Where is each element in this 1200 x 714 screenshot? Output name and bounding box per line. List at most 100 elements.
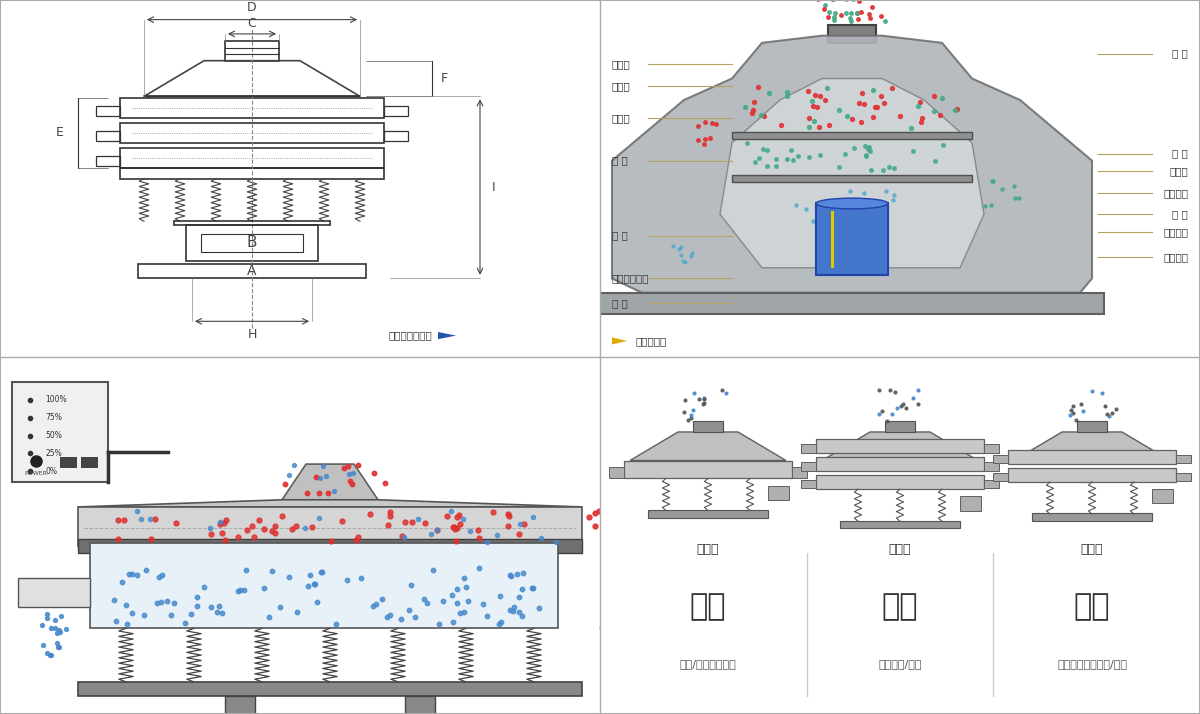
Bar xyxy=(1032,513,1152,521)
Text: 去除液体中的颗粒/异物: 去除液体中的颗粒/异物 xyxy=(1057,659,1127,669)
Bar xyxy=(1152,489,1174,503)
Text: 100%: 100% xyxy=(46,396,67,404)
Bar xyxy=(226,41,278,61)
Bar xyxy=(96,156,120,166)
Bar xyxy=(138,264,366,278)
Text: 颗粒/粉末准确分级: 颗粒/粉末准确分级 xyxy=(679,659,737,669)
Bar xyxy=(1176,473,1190,481)
Text: A: A xyxy=(247,264,257,278)
Bar xyxy=(120,168,384,178)
Bar xyxy=(120,123,384,143)
Text: 弹 簧: 弹 簧 xyxy=(612,231,628,241)
Bar xyxy=(648,510,768,518)
Ellipse shape xyxy=(816,198,888,208)
Bar xyxy=(732,132,972,139)
Bar xyxy=(1078,421,1108,432)
Text: 75%: 75% xyxy=(46,413,62,422)
Bar xyxy=(78,507,582,546)
Polygon shape xyxy=(612,36,1092,293)
Bar xyxy=(78,539,582,553)
Bar xyxy=(384,131,408,141)
Bar xyxy=(984,444,998,453)
Text: 下部重锤: 下部重锤 xyxy=(1163,252,1188,262)
Text: I: I xyxy=(492,181,496,193)
Bar xyxy=(816,439,984,453)
Polygon shape xyxy=(630,432,786,461)
Bar xyxy=(994,455,1008,463)
Bar xyxy=(120,148,384,168)
Polygon shape xyxy=(78,500,582,507)
Text: C: C xyxy=(247,16,257,29)
Bar xyxy=(1176,455,1190,463)
Text: 双层式: 双层式 xyxy=(1081,543,1103,556)
Bar xyxy=(830,211,834,268)
Text: 出料口: 出料口 xyxy=(612,113,631,123)
Text: 加重块: 加重块 xyxy=(1169,166,1188,176)
Bar xyxy=(816,203,888,275)
Bar xyxy=(694,421,722,432)
Text: 过滤: 过滤 xyxy=(882,593,918,621)
Text: 网 架: 网 架 xyxy=(1172,149,1188,159)
Text: 防尘盖: 防尘盖 xyxy=(612,81,631,91)
Text: 50%: 50% xyxy=(46,431,62,440)
Bar xyxy=(624,461,792,478)
Bar xyxy=(610,467,624,478)
Bar xyxy=(984,462,998,471)
Bar xyxy=(406,696,436,714)
Bar xyxy=(816,475,984,489)
Bar xyxy=(202,234,302,252)
Polygon shape xyxy=(612,338,628,345)
Bar xyxy=(994,473,1008,481)
Text: 外形尺寸示意图: 外形尺寸示意图 xyxy=(389,331,432,341)
Bar xyxy=(120,98,384,118)
Text: 三层式: 三层式 xyxy=(889,543,911,556)
Bar xyxy=(60,457,77,468)
Text: E: E xyxy=(56,126,64,139)
Text: B: B xyxy=(247,235,257,251)
Text: 去除异物/结块: 去除异物/结块 xyxy=(878,659,922,669)
Text: F: F xyxy=(442,72,448,85)
Text: 进料口: 进料口 xyxy=(612,59,631,69)
Bar xyxy=(78,682,582,696)
Bar xyxy=(226,696,256,714)
Bar xyxy=(792,467,808,478)
Bar xyxy=(886,421,916,432)
Text: 振动电机: 振动电机 xyxy=(1163,227,1188,237)
Bar xyxy=(802,444,816,453)
Bar xyxy=(82,457,98,468)
Polygon shape xyxy=(282,464,378,500)
Polygon shape xyxy=(822,432,978,461)
Bar xyxy=(960,496,982,511)
Text: POWER: POWER xyxy=(24,471,47,476)
Text: H: H xyxy=(247,328,257,341)
Text: 除杂: 除杂 xyxy=(1074,593,1110,621)
Bar xyxy=(96,131,120,141)
Polygon shape xyxy=(1014,432,1170,461)
Text: 25%: 25% xyxy=(46,449,61,458)
Text: 机 座: 机 座 xyxy=(612,298,628,308)
Bar xyxy=(802,462,816,471)
Polygon shape xyxy=(438,332,456,339)
Bar xyxy=(768,486,790,500)
Bar xyxy=(12,382,108,482)
Text: 筛 网: 筛 网 xyxy=(1172,49,1188,59)
Bar xyxy=(600,293,1104,314)
Bar xyxy=(816,457,984,471)
Bar xyxy=(96,106,120,116)
Bar xyxy=(1008,450,1176,464)
Polygon shape xyxy=(720,79,984,268)
Bar xyxy=(1008,468,1176,482)
Bar xyxy=(384,106,408,116)
Text: 分级: 分级 xyxy=(690,593,726,621)
Text: D: D xyxy=(247,1,257,14)
Text: 运输固定螺栓: 运输固定螺栓 xyxy=(612,273,649,283)
Bar xyxy=(984,480,998,488)
Text: 结构示意图: 结构示意图 xyxy=(636,336,667,346)
Bar xyxy=(90,543,558,628)
Text: 0%: 0% xyxy=(46,467,58,476)
Bar xyxy=(802,480,816,488)
Text: 筛 盘: 筛 盘 xyxy=(1172,209,1188,219)
Text: 上部重锤: 上部重锤 xyxy=(1163,188,1188,198)
Bar xyxy=(840,521,960,528)
Bar xyxy=(732,175,972,182)
